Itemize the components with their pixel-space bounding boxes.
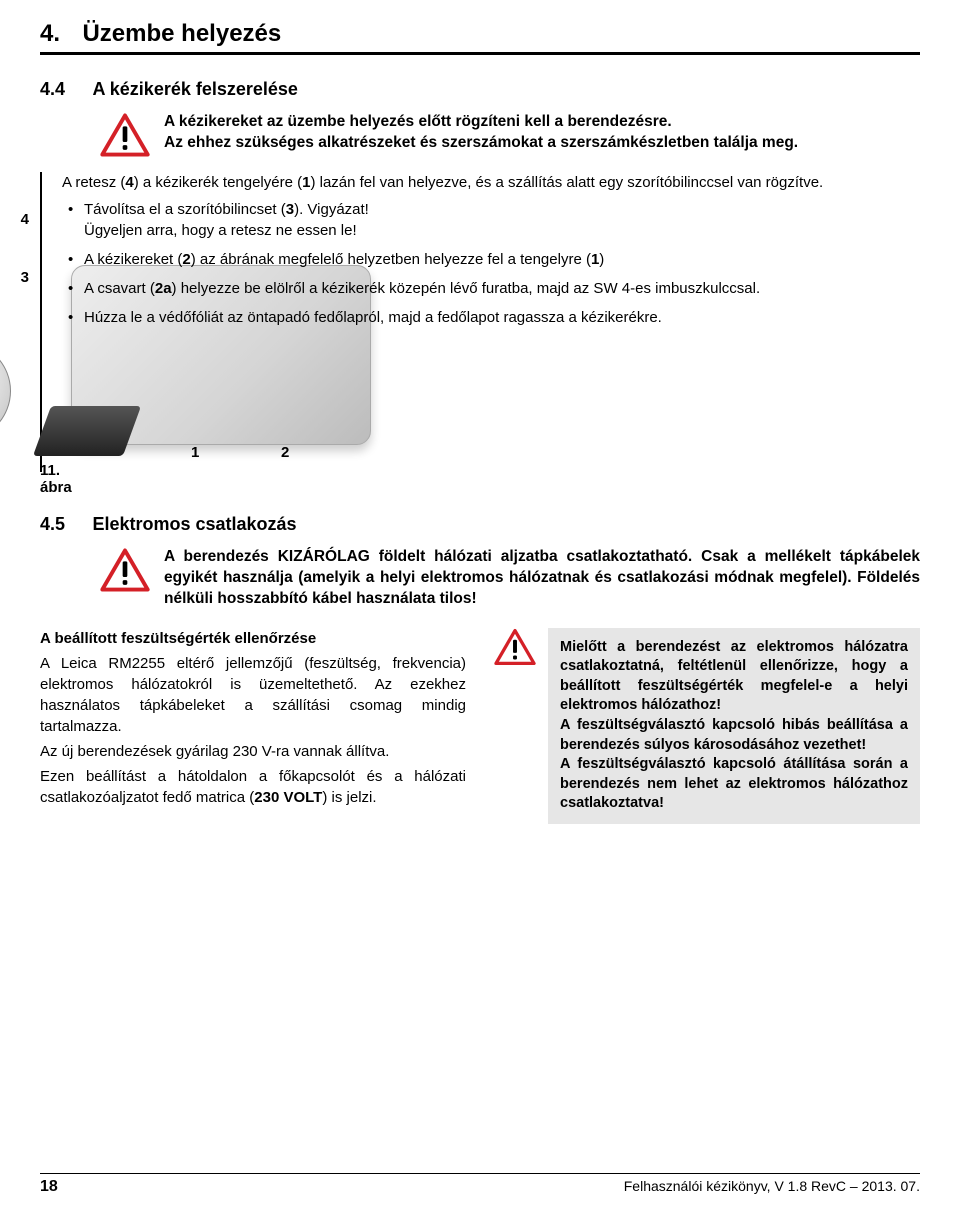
warning-4-5: A berendezés KIZÁRÓLAG földelt hálózati … (100, 547, 920, 610)
chapter-header: 4. Üzembe helyezés (40, 20, 920, 55)
callout-1: 1 (191, 444, 199, 461)
left-column: A beállított feszültségérték ellenőrzése… (40, 628, 466, 824)
left-p3: Ezen beállítást a hátoldalon a főkapcsol… (40, 766, 466, 808)
warning-4-4: A kézikereket az üzembe helyezés előtt r… (100, 112, 920, 158)
section-number: 4.5 (40, 514, 88, 535)
intro-paragraph: A retesz (4) a kézikerék tengelyére (1) … (62, 172, 920, 193)
section-title: Elektromos csatlakozás (92, 514, 296, 535)
right-column: Mielőtt a berendezést az elektromos háló… (494, 628, 920, 824)
left-p2: Az új berendezések gyárilag 230 V-ra van… (40, 741, 466, 762)
figure-caption: 11. ábra (40, 462, 42, 496)
footer-right: Felhasználói kézikönyv, V 1.8 RevC – 201… (624, 1178, 920, 1196)
step-4: Húzza le a védőfóliát az öntapadó fedőla… (62, 307, 920, 328)
chapter-number: 4. (40, 20, 60, 48)
warning-text: A kézikereket az üzembe helyezés előtt r… (164, 112, 798, 154)
figure-and-instructions: 4 3 2a 2 1 11. ábra A retesz (4) a kézik… (40, 172, 920, 472)
section-4-5-heading: 4.5 Elektromos csatlakozás (40, 514, 920, 535)
figure-11: 4 3 2a 2 1 (40, 172, 42, 472)
figure-wrapper: 4 3 2a 2 1 11. ábra (40, 172, 42, 472)
chapter-title: Üzembe helyezés (82, 20, 281, 48)
detail-circle-bottom (0, 341, 11, 441)
callout-4: 4 (21, 211, 29, 228)
step-3: A csavart (2a) helyezze be elölről a kéz… (62, 278, 920, 299)
page-footer: 18 Felhasználói kézikönyv, V 1.8 RevC – … (40, 1173, 920, 1196)
section-title: A kézikerék felszerelése (92, 79, 297, 100)
gray-warning-box: Mielőtt a berendezést az elektromos háló… (494, 628, 920, 824)
section-4-4-heading: 4.4 A kézikerék felszerelése (40, 79, 920, 100)
left-p1: A Leica RM2255 eltérő jellemzőjű (feszül… (40, 653, 466, 737)
section-number: 4.4 (40, 79, 88, 100)
callout-3: 3 (21, 269, 29, 286)
page-number: 18 (40, 1178, 58, 1196)
callout-2: 2 (281, 444, 289, 461)
warning-icon (100, 112, 150, 158)
step-1: Távolítsa el a szorítóbilincset (3). Vig… (62, 199, 920, 241)
left-subheading: A beállított feszültségérték ellenőrzése (40, 628, 466, 649)
warning-text: A berendezés KIZÁRÓLAG földelt hálózati … (164, 547, 920, 610)
gray-warning-text: Mielőtt a berendezést az elektromos háló… (548, 628, 920, 824)
step-2: A kézikereket (2) az ábrának megfelelő h… (62, 249, 920, 270)
chapter-underline (40, 52, 920, 55)
two-column-block: A beállított feszültségérték ellenőrzése… (40, 628, 920, 824)
instruction-list: Távolítsa el a szorítóbilincset (3). Vig… (62, 199, 920, 328)
warning-icon (494, 628, 536, 666)
section-4-5: 4.5 Elektromos csatlakozás A berendezés … (40, 514, 920, 824)
warning-icon (100, 547, 150, 593)
